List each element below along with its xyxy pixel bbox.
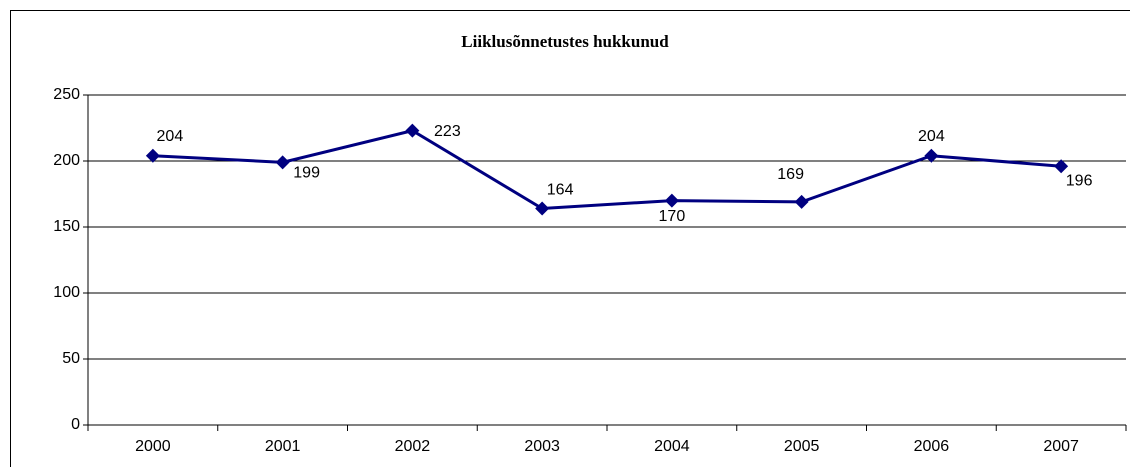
data-label: 199 bbox=[293, 165, 320, 182]
x-tick-label: 2004 bbox=[654, 438, 690, 455]
data-label: 223 bbox=[434, 123, 461, 140]
marker bbox=[1054, 159, 1069, 174]
data-label: 170 bbox=[659, 208, 686, 225]
marker bbox=[664, 193, 679, 208]
data-label: 196 bbox=[1066, 172, 1093, 189]
y-tick-label: 50 bbox=[62, 350, 80, 367]
y-tick-label: 250 bbox=[53, 86, 80, 103]
marker bbox=[275, 155, 290, 170]
marker bbox=[924, 148, 939, 163]
data-label: 164 bbox=[547, 182, 574, 199]
x-tick-label: 2003 bbox=[524, 438, 560, 455]
y-tick-label: 0 bbox=[71, 416, 80, 433]
chart-title: Liiklusõnnetustes hukkunud bbox=[461, 32, 669, 51]
x-tick-label: 2000 bbox=[135, 438, 171, 455]
y-tick-label: 100 bbox=[53, 284, 80, 301]
x-tick-label: 2006 bbox=[914, 438, 950, 455]
data-label: 169 bbox=[777, 166, 804, 183]
y-tick-label: 150 bbox=[53, 218, 80, 235]
data-label: 204 bbox=[157, 128, 184, 145]
marker bbox=[145, 148, 160, 163]
line bbox=[152, 129, 1062, 211]
x-tick-label: 2002 bbox=[395, 438, 431, 455]
y-tick-label: 200 bbox=[53, 152, 80, 169]
marker bbox=[535, 201, 550, 216]
marker bbox=[794, 194, 809, 209]
x-tick-label: 2001 bbox=[265, 438, 301, 455]
data-label: 204 bbox=[918, 128, 945, 145]
x-tick-label: 2007 bbox=[1043, 438, 1079, 455]
x-tick-label: 2005 bbox=[784, 438, 820, 455]
chart-border bbox=[10, 10, 1130, 467]
marker bbox=[405, 123, 420, 138]
